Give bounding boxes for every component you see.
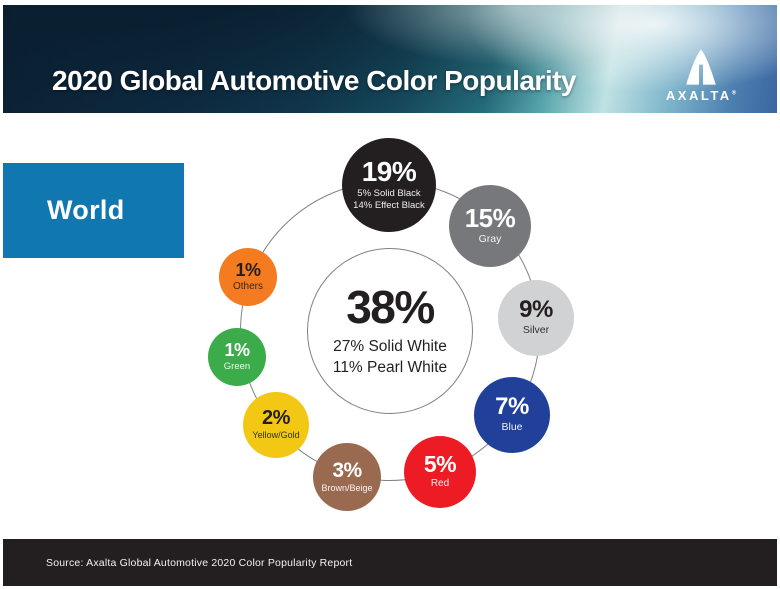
footer-bar: Source: Axalta Global Automotive 2020 Co… (3, 539, 777, 586)
bubble-value: 1% (235, 259, 261, 280)
axalta-logo-icon (663, 47, 739, 87)
trademark-mark: ® (731, 90, 737, 97)
bubble-label: Gray (478, 233, 502, 246)
region-box: World (3, 163, 184, 258)
bubble-yellow-gold: 2% Yellow/Gold (243, 392, 309, 458)
bubble-black: 19% 5% Solid Black 14% Effect Black (342, 138, 436, 232)
bubble-value: 15% (464, 203, 516, 234)
bubble-red: 5% Red (404, 436, 476, 508)
bubble-value: 19% (361, 156, 417, 188)
bubble-value: 38% (346, 281, 435, 334)
bubble-white-center: 38% 27% Solid White 11% Pearl White (307, 248, 473, 414)
breakdown-line: 14% Effect Black (353, 200, 425, 211)
breakdown-line: 27% Solid White (333, 338, 447, 356)
region-label: World (47, 195, 125, 225)
source-note: Source: Axalta Global Automotive 2020 Co… (46, 556, 353, 569)
bubble-value: 1% (224, 340, 250, 361)
bubble-label: Green (223, 361, 251, 373)
breakdown-line: 11% Pearl White (332, 358, 448, 376)
bubble-label: Red (430, 478, 450, 490)
axalta-logo: AXALTA® (663, 47, 739, 103)
bubble-gray: 15% Gray (449, 185, 531, 267)
bubble-label: Blue (501, 421, 523, 434)
axalta-logo-wordmark: AXALTA® (665, 88, 737, 103)
bubble-value: 3% (332, 458, 362, 482)
bubble-value: 2% (262, 407, 290, 430)
bubble-green: 1% Green (208, 328, 266, 386)
bubble-label: Silver (522, 324, 550, 337)
header-banner: 2020 Global Automotive Color Popularity … (3, 5, 777, 113)
bubble-others: 1% Others (219, 248, 277, 306)
bubble-silver: 9% Silver (498, 280, 574, 356)
bubble-value: 5% (423, 451, 457, 478)
bubble-blue: 7% Blue (474, 377, 550, 453)
breakdown-line: 5% Solid Black (357, 188, 421, 200)
bubble-brown-beige: 3% Brown/Beige (313, 443, 381, 511)
bubble-value: 9% (519, 296, 553, 324)
bubble-breakdown: 27% Solid White 11% Pearl White (333, 337, 447, 377)
bubble-breakdown: 5% Solid Black 14% Effect Black (353, 188, 425, 212)
bubble-label: Others (232, 280, 263, 292)
bubble-label: Brown/Beige (321, 482, 373, 493)
bubble-label: Yellow/Gold (252, 430, 300, 441)
page-title: 2020 Global Automotive Color Popularity (52, 65, 577, 96)
bubble-value: 7% (495, 393, 529, 421)
